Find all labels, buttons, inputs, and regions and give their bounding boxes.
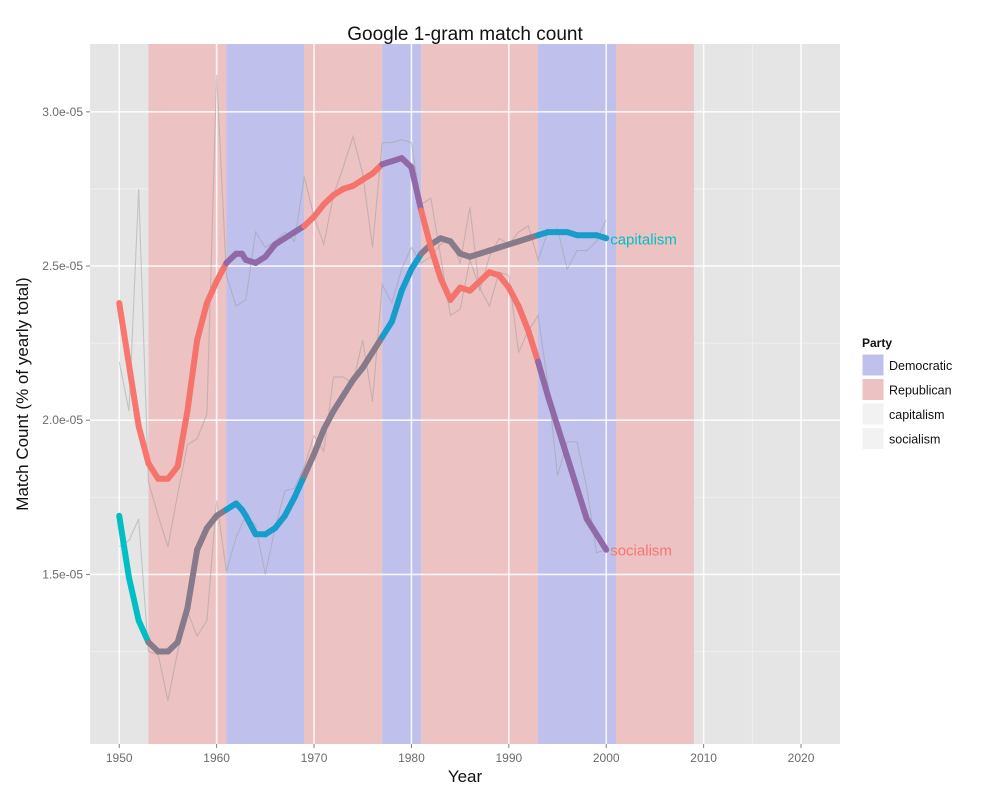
y-axis-title: Match Count (% of yearly total)	[13, 277, 32, 510]
legend-label: Democratic	[889, 359, 952, 373]
smooth-segment-capitalism	[174, 605, 191, 646]
party-band-democratic	[538, 44, 616, 744]
y-tick-label: 2.5e-05	[42, 259, 83, 273]
x-tick-label: 1990	[495, 751, 522, 765]
smooth-segment-capitalism	[194, 525, 210, 553]
party-band-democratic	[382, 44, 422, 744]
smooth-segment-capitalism	[135, 617, 152, 646]
smooth-segment-socialism	[427, 244, 444, 282]
y-tick-label: 3.0e-05	[42, 105, 83, 119]
smooth-segment-capitalism	[593, 232, 610, 242]
legend-key-republican	[861, 378, 885, 401]
smooth-segment-capitalism	[125, 574, 142, 624]
smooth-segment-socialism	[437, 275, 454, 303]
legend-key-socialism	[861, 427, 885, 450]
legend-label: socialism	[889, 433, 940, 447]
raw-line-socialism	[118, 74, 607, 554]
smooth-segment-capitalism	[330, 392, 347, 414]
chart-title: Google 1-gram match count	[347, 24, 583, 45]
smooth-segment-socialism	[135, 423, 152, 467]
party-bands	[148, 44, 694, 744]
smooth-segment-capitalism	[320, 407, 337, 433]
smooth-segment-capitalism	[116, 512, 132, 581]
end-label-socialism: socialism	[610, 543, 672, 560]
x-tick-label: 2020	[788, 751, 815, 765]
x-axis: 1950 1960 1970 1980 1990 2000 2010 2020	[106, 744, 815, 765]
end-label-capitalism: capitalism	[610, 231, 677, 248]
raw-line-capitalism	[118, 207, 607, 701]
major-gridlines	[90, 44, 840, 744]
y-tick-label: 1.5e-05	[42, 567, 83, 581]
series-end-labels: capitalism socialism	[610, 231, 677, 559]
x-tick-label: 1960	[203, 751, 230, 765]
smooth-segment-capitalism	[340, 377, 356, 399]
x-tick-label: 1950	[106, 751, 133, 765]
legend-label: capitalism	[889, 408, 945, 422]
x-tick-label: 1970	[301, 751, 328, 765]
smooth-segment-capitalism	[379, 318, 395, 340]
smooth-segment-socialism	[125, 361, 142, 430]
smooth-segment-socialism	[525, 327, 542, 365]
smooth-segment-capitalism	[388, 287, 405, 325]
smooth-segment-capitalism	[281, 494, 298, 519]
smooth-segment-capitalism	[359, 349, 376, 371]
smooth-segment-socialism	[116, 300, 132, 368]
legend-key-democratic	[861, 353, 885, 377]
smooth-segment-socialism	[535, 358, 551, 399]
legend: Party Democratic Republican capitalism soci…	[861, 336, 952, 450]
smooth-segment-capitalism	[242, 512, 259, 538]
smooth-segment-socialism	[564, 454, 581, 492]
smooth-segment-socialism	[574, 485, 590, 522]
smooth-segment-capitalism	[184, 546, 201, 612]
smoothed-series-lines	[116, 155, 610, 655]
smooth-segment-capitalism	[301, 451, 318, 479]
smooth-segment-socialism	[554, 423, 571, 461]
smooth-segment-capitalism	[291, 472, 308, 501]
x-tick-label: 2010	[690, 751, 717, 765]
x-axis-title: Year	[448, 767, 483, 786]
smooth-segment-capitalism	[398, 266, 415, 294]
smooth-segment-socialism	[174, 407, 191, 470]
smooth-segment-socialism	[213, 259, 230, 285]
smooth-segment-socialism	[408, 164, 425, 214]
legend-title: Party	[862, 336, 892, 350]
smooth-segment-socialism	[593, 531, 610, 553]
smooth-segment-socialism	[544, 392, 561, 430]
party-band-democratic	[226, 44, 305, 744]
x-tick-label: 1980	[398, 751, 425, 765]
smooth-segment-socialism	[505, 284, 522, 310]
raw-series-lines	[118, 74, 607, 701]
smooth-segment-socialism	[145, 460, 162, 482]
smooth-segment-capitalism	[408, 250, 425, 273]
y-tick-label: 2.0e-05	[42, 413, 83, 427]
smooth-segment-socialism	[184, 337, 201, 414]
smooth-segment-socialism	[194, 300, 210, 344]
legend-label: Republican	[889, 384, 952, 398]
y-axis: 1.5e-05 2.0e-05 2.5e-05 3.0e-05	[42, 105, 90, 581]
smooth-segment-socialism	[583, 515, 600, 538]
smooth-segment-socialism	[515, 303, 532, 334]
party-band-republican	[615, 44, 694, 744]
smooth-segment-capitalism	[369, 333, 386, 356]
party-band-republican	[421, 44, 539, 744]
smooth-segment-socialism	[418, 207, 434, 251]
smooth-segment-capitalism	[311, 426, 327, 458]
smooth-segment-socialism	[203, 278, 220, 307]
legend-key-capitalism	[861, 402, 885, 426]
x-tick-label: 2000	[593, 751, 620, 765]
